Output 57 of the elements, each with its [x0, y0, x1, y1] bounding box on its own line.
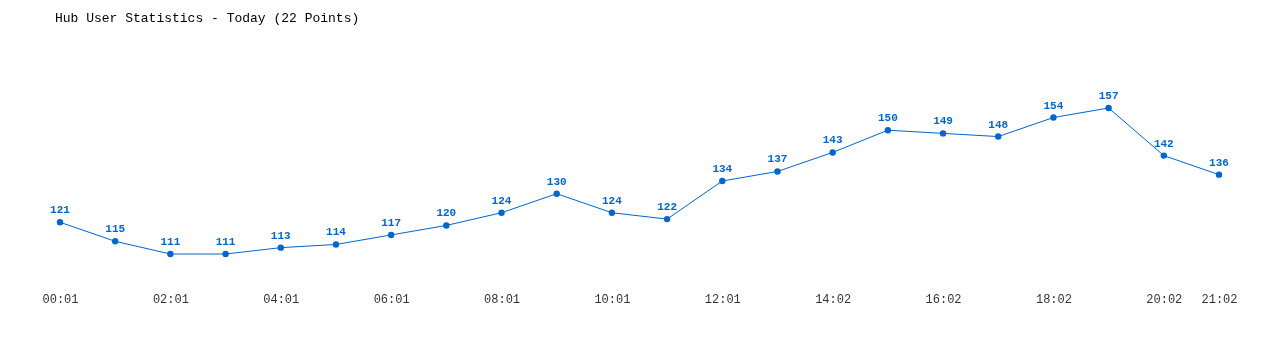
data-label: 111 — [215, 236, 236, 248]
point — [829, 149, 836, 156]
data-label: 154 — [1043, 99, 1064, 112]
point — [995, 133, 1002, 140]
x-tick-label: 08:01 — [484, 292, 521, 307]
point — [387, 231, 395, 239]
x-tick-label: 12:01 — [704, 292, 741, 307]
point — [56, 219, 64, 226]
point — [277, 244, 284, 251]
data-label: 114 — [326, 226, 347, 239]
data-label: 143 — [822, 134, 843, 147]
point — [608, 209, 616, 216]
point — [553, 190, 560, 197]
x-tick-label: 06:01 — [373, 292, 410, 307]
point — [774, 168, 781, 175]
data-label: 157 — [1098, 90, 1119, 102]
x-tick-label: 16:02 — [925, 292, 962, 307]
x-tick-label: 20:02 — [1146, 292, 1183, 307]
x-tick-label: 18:02 — [1035, 292, 1072, 307]
x-tick-label: 00:01 — [42, 292, 79, 307]
data-label: 142 — [1153, 137, 1174, 150]
data-label: 150 — [877, 112, 898, 125]
point — [719, 177, 726, 185]
point — [884, 127, 892, 134]
data-label: 124 — [602, 194, 623, 207]
data-label: 148 — [988, 118, 1009, 131]
point — [443, 222, 450, 229]
point — [1160, 152, 1168, 159]
data-label: 130 — [546, 175, 567, 188]
point — [1050, 114, 1057, 121]
data-label: 120 — [436, 207, 457, 220]
point — [498, 209, 505, 216]
data-label: 149 — [933, 115, 953, 128]
point — [111, 238, 119, 245]
data-label: 113 — [270, 229, 292, 242]
data-label: 117 — [381, 216, 402, 229]
data-label: 134 — [712, 163, 733, 175]
data-label: 124 — [491, 194, 512, 207]
x-tick-label: 21:02 — [1201, 292, 1238, 307]
x-tick-label: 10:01 — [594, 292, 631, 307]
data-label: 122 — [657, 201, 677, 214]
point — [939, 130, 947, 137]
point — [222, 250, 229, 258]
point — [167, 250, 174, 258]
point — [332, 241, 340, 248]
point — [663, 215, 671, 223]
point — [1105, 104, 1112, 112]
data-label: 115 — [105, 223, 126, 236]
x-tick-label: 04:01 — [263, 292, 300, 307]
data-label: 111 — [160, 236, 181, 248]
chart-title: Hub User Statistics - Today (22 Points) — [55, 11, 360, 26]
point — [1215, 171, 1223, 178]
data-label: 121 — [50, 204, 71, 217]
data-label: 137 — [767, 153, 788, 166]
x-tick-label: 14:02 — [815, 292, 852, 307]
data-label: 136 — [1209, 156, 1229, 169]
x-tick-label: 02:01 — [152, 292, 189, 307]
